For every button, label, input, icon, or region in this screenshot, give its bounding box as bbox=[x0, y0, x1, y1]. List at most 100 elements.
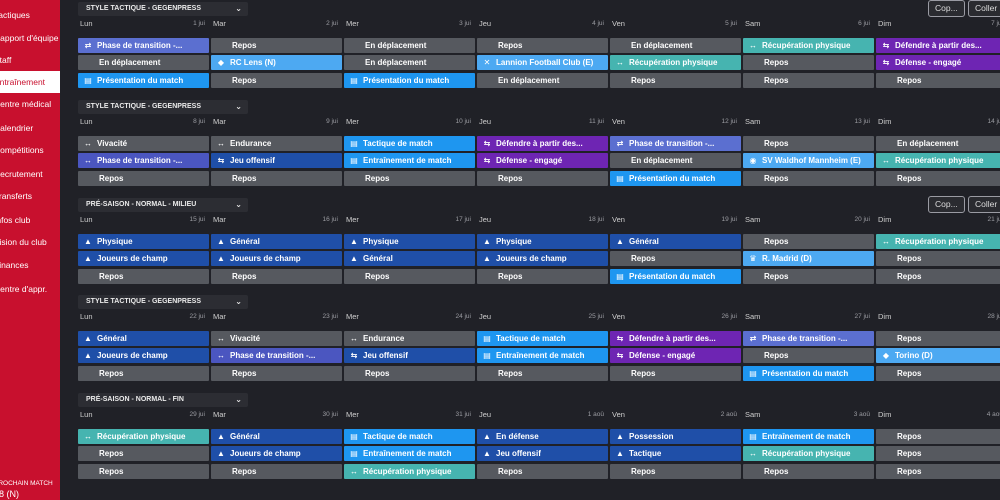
paste-week-button[interactable]: Coller bbox=[968, 0, 1000, 17]
training-session-fixture[interactable]: ♛ R. Madrid (D) bbox=[743, 251, 874, 266]
training-session-rest[interactable]: Repos bbox=[743, 464, 874, 479]
sidebar-item-5[interactable]: Calendrier bbox=[0, 123, 34, 133]
training-session-physical[interactable]: ▲ Physique bbox=[78, 234, 209, 249]
sidebar-item-9[interactable]: Infos club bbox=[0, 215, 31, 225]
sidebar-item-0[interactable]: Tactiques bbox=[0, 10, 30, 20]
training-session-rest[interactable]: Repos bbox=[610, 251, 741, 266]
training-session-rest[interactable]: ↔ Endurance bbox=[211, 136, 342, 151]
training-session-rest[interactable]: Repos bbox=[211, 464, 342, 479]
training-session-physical[interactable]: ▲ Tactique bbox=[610, 446, 741, 461]
training-session-rest[interactable]: Repos bbox=[211, 171, 342, 186]
training-session-rest[interactable]: Repos bbox=[78, 171, 209, 186]
training-session-recovery[interactable]: ↔ Récupération physique bbox=[743, 446, 874, 461]
training-session-recovery[interactable]: ↔ Récupération physique bbox=[78, 429, 209, 444]
training-session-physical[interactable]: ▲ Jeu offensif bbox=[477, 446, 608, 461]
training-session-fixture[interactable]: ◉ SV Waldhof Mannheim (E) bbox=[743, 153, 874, 168]
training-session-tactical[interactable]: ▤ Tactique de match bbox=[344, 136, 475, 151]
sidebar-item-12[interactable]: Centre d'appr. bbox=[0, 284, 48, 294]
copy-week-button[interactable]: Cop... bbox=[928, 0, 965, 17]
next-match[interactable]: PROCHAIN MATCH 38 (N) bbox=[0, 480, 60, 499]
sidebar-item-8[interactable]: Transferts bbox=[0, 191, 32, 201]
training-session-rest[interactable]: Repos bbox=[610, 366, 741, 381]
training-session-rest[interactable]: Repos bbox=[477, 366, 608, 381]
copy-week-button[interactable]: Cop... bbox=[928, 196, 965, 213]
training-session-rest[interactable]: Repos bbox=[610, 73, 741, 88]
training-session-fixture[interactable]: ◆ RC Lens (N) bbox=[211, 55, 342, 70]
training-session-rest[interactable]: Repos bbox=[344, 269, 475, 284]
training-session-physical[interactable]: ▲ Général bbox=[211, 429, 342, 444]
training-session-travel[interactable]: En déplacement bbox=[344, 55, 475, 70]
training-session-indigo[interactable]: ↔ Phase de transition -... bbox=[78, 153, 209, 168]
training-session-recovery[interactable]: ↔ Récupération physique bbox=[344, 464, 475, 479]
week-schedule-dropdown[interactable]: STYLE TACTIQUE - GEGENPRESS ⌄ bbox=[78, 295, 248, 309]
training-session-physical[interactable]: ▲ Joueurs de champ bbox=[78, 348, 209, 363]
training-session-fixture[interactable]: ◆ Torino (D) bbox=[876, 348, 1000, 363]
training-session-travel[interactable]: En déplacement bbox=[78, 55, 209, 70]
training-session-preview[interactable]: ▤ Présentation du match bbox=[743, 366, 874, 381]
training-session-preview[interactable]: ▤ Présentation du match bbox=[78, 73, 209, 88]
training-session-rest[interactable]: Repos bbox=[477, 464, 608, 479]
training-session-physical[interactable]: ▲ Joueurs de champ bbox=[211, 251, 342, 266]
sidebar-item-2[interactable]: Staff bbox=[0, 55, 12, 65]
training-session-rest[interactable]: Repos bbox=[743, 348, 874, 363]
training-session-rest[interactable]: Repos bbox=[78, 446, 209, 461]
training-session-travel[interactable]: En déplacement bbox=[876, 136, 1000, 151]
sidebar-item-4[interactable]: Centre médical bbox=[0, 99, 52, 109]
sidebar-item-10[interactable]: Vision du club bbox=[0, 237, 47, 247]
training-session-rest[interactable]: Repos bbox=[743, 136, 874, 151]
training-session-tactical[interactable]: ▤ Entraînement de match bbox=[477, 348, 608, 363]
sidebar-item-11[interactable]: Finances bbox=[0, 260, 29, 270]
training-session-rest[interactable]: Repos bbox=[211, 366, 342, 381]
training-session-rest[interactable]: Repos bbox=[743, 269, 874, 284]
training-session-recovery[interactable]: ↔ Récupération physique bbox=[610, 55, 741, 70]
training-session-recovery[interactable]: ↔ Récupération physique bbox=[876, 153, 1000, 168]
training-session-physical[interactable]: ▲ Physique bbox=[477, 234, 608, 249]
training-session-travel[interactable]: En déplacement bbox=[610, 38, 741, 53]
training-session-rest[interactable]: Repos bbox=[876, 446, 1000, 461]
training-session-rest[interactable]: Repos bbox=[743, 234, 874, 249]
training-session-rest[interactable]: Repos bbox=[477, 269, 608, 284]
training-session-tactical[interactable]: ▤ Entraînement de match bbox=[344, 446, 475, 461]
training-session-preview[interactable]: ▤ Présentation du match bbox=[344, 73, 475, 88]
training-session-transition[interactable]: ⇄ Phase de transition -... bbox=[78, 38, 209, 53]
training-session-rest[interactable]: Repos bbox=[743, 73, 874, 88]
training-session-physical[interactable]: ▲ Joueurs de champ bbox=[211, 446, 342, 461]
training-session-rest[interactable]: Repos bbox=[876, 464, 1000, 479]
training-session-tactical[interactable]: ▤ Entraînement de match bbox=[743, 429, 874, 444]
week-schedule-dropdown[interactable]: STYLE TACTIQUE - GEGENPRESS ⌄ bbox=[78, 2, 248, 16]
training-session-rest[interactable]: ↔ Vivacité bbox=[211, 331, 342, 346]
training-session-recovery[interactable]: ↔ Récupération physique bbox=[876, 234, 1000, 249]
training-session-fixture[interactable]: ✕ Lannion Football Club (E) bbox=[477, 55, 608, 70]
training-session-defense[interactable]: ⇆ Défense - engagé bbox=[610, 348, 741, 363]
sidebar-item-1[interactable]: Rapport d'équipe bbox=[0, 33, 59, 43]
training-session-travel[interactable]: En déplacement bbox=[477, 73, 608, 88]
training-session-defense[interactable]: ⇆ Défendre à partir des... bbox=[477, 136, 608, 151]
training-session-rest[interactable]: Repos bbox=[477, 171, 608, 186]
training-session-physical[interactable]: ⇆ Jeu offensif bbox=[211, 153, 342, 168]
training-session-rest[interactable]: Repos bbox=[211, 38, 342, 53]
week-schedule-dropdown[interactable]: PRÉ-SAISON - NORMAL - FIN ⌄ bbox=[78, 393, 248, 407]
week-schedule-dropdown[interactable]: STYLE TACTIQUE - GEGENPRESS ⌄ bbox=[78, 100, 248, 114]
training-session-rest[interactable]: Repos bbox=[876, 366, 1000, 381]
training-session-rest[interactable]: Repos bbox=[610, 464, 741, 479]
training-session-rest[interactable]: Repos bbox=[876, 331, 1000, 346]
training-session-physical[interactable]: ⇆ Jeu offensif bbox=[344, 348, 475, 363]
training-session-preview[interactable]: ▤ Présentation du match bbox=[610, 269, 741, 284]
training-session-rest[interactable]: Repos bbox=[876, 73, 1000, 88]
training-session-rest[interactable]: Repos bbox=[78, 269, 209, 284]
training-session-rest[interactable]: Repos bbox=[78, 366, 209, 381]
sidebar-item-7[interactable]: Recrutement bbox=[0, 169, 43, 179]
training-session-rest[interactable]: Repos bbox=[477, 38, 608, 53]
training-session-physical[interactable]: ▲ Général bbox=[78, 331, 209, 346]
training-session-rest[interactable]: Repos bbox=[876, 171, 1000, 186]
training-session-indigo[interactable]: ↔ Phase de transition -... bbox=[211, 348, 342, 363]
training-session-travel[interactable]: En déplacement bbox=[610, 153, 741, 168]
training-session-physical[interactable]: ▲ Physique bbox=[344, 234, 475, 249]
sidebar-item-3[interactable]: Entraînement bbox=[0, 71, 60, 93]
training-session-transition[interactable]: ⇄ Phase de transition -... bbox=[743, 331, 874, 346]
training-session-rest[interactable]: Repos bbox=[743, 171, 874, 186]
training-session-defense[interactable]: ⇆ Défendre à partir des... bbox=[610, 331, 741, 346]
training-session-rest[interactable]: Repos bbox=[876, 251, 1000, 266]
week-schedule-dropdown[interactable]: PRÉ-SAISON - NORMAL - MILIEU ⌄ bbox=[78, 198, 248, 212]
training-session-rest[interactable]: Repos bbox=[344, 171, 475, 186]
